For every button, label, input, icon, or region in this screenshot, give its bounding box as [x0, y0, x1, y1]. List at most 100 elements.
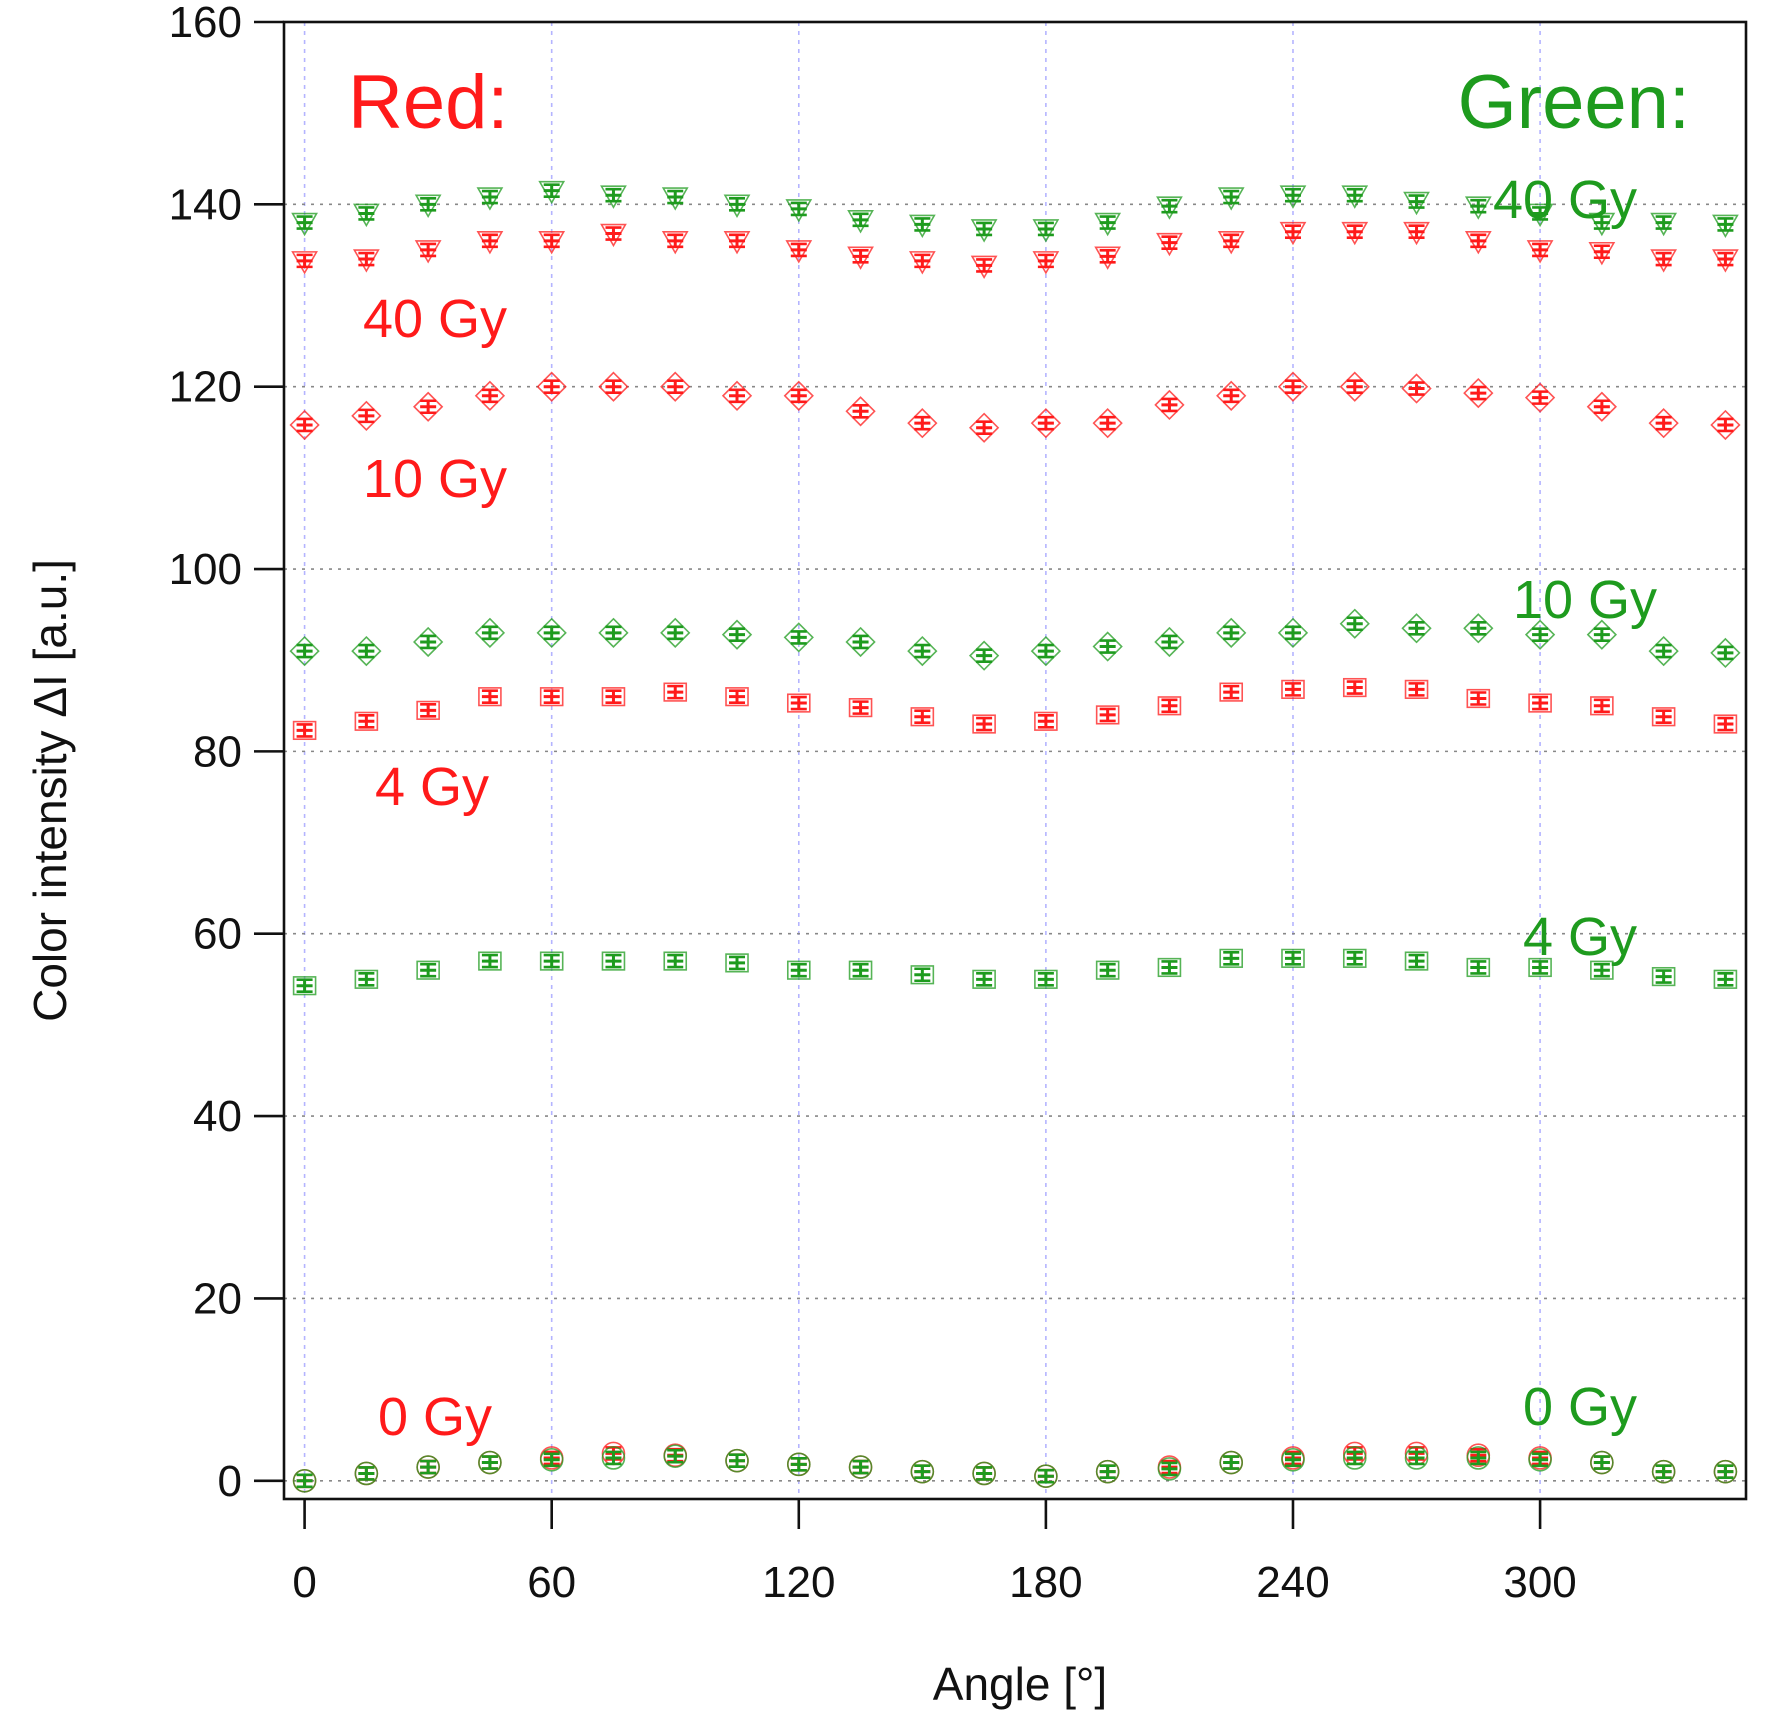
data-point-marker [601, 1446, 626, 1470]
data-point-marker [292, 720, 317, 741]
data-point [660, 371, 691, 402]
data-point [847, 210, 874, 234]
data-point [536, 371, 567, 402]
data-point-marker [416, 700, 440, 720]
data-point-marker [1342, 677, 1367, 698]
data-point [1586, 619, 1617, 650]
data-point [1464, 231, 1492, 255]
data-point [354, 711, 379, 731]
series-green-0-gy [292, 1444, 1738, 1493]
data-point [1094, 212, 1122, 237]
data-point [721, 619, 753, 650]
data-point [1217, 231, 1245, 255]
data-point [478, 951, 502, 971]
data-point-marker [1466, 957, 1491, 978]
data-point-marker [351, 635, 382, 667]
data-point-marker [1528, 1447, 1552, 1472]
data-point [783, 622, 814, 653]
data-point-marker [1157, 957, 1182, 978]
data-point [598, 371, 629, 402]
data-point [1032, 251, 1060, 275]
data-point-marker [786, 1452, 811, 1477]
data-point [1712, 249, 1739, 273]
data-point [1524, 619, 1556, 650]
x-axis-label: Angle [°] [933, 1658, 1107, 1710]
data-point [416, 700, 440, 720]
data-point [1651, 966, 1676, 987]
data-point [1216, 617, 1247, 648]
data-point [1219, 682, 1244, 702]
data-point [1279, 185, 1307, 209]
data-point-marker [1466, 1446, 1491, 1470]
data-point-marker [783, 380, 814, 411]
data-point [1586, 391, 1617, 422]
data-point [1466, 688, 1491, 709]
data-point [1528, 693, 1552, 713]
data-point-marker [1528, 693, 1552, 713]
data-point [1094, 246, 1122, 270]
series-red-4-gy [292, 677, 1738, 741]
data-point [968, 640, 1000, 671]
data-point-marker [1524, 382, 1556, 413]
series-red-0-gy [292, 1441, 1738, 1493]
data-point-marker [354, 969, 379, 989]
series-label-red-10-gy: 10 Gy [363, 449, 507, 509]
data-point [1157, 1457, 1182, 1481]
data-point [970, 219, 998, 243]
series-label-red-0-gy: 0 Gy [378, 1387, 492, 1447]
data-point [601, 951, 626, 971]
data-point-marker [1651, 707, 1676, 727]
data-point [848, 1455, 873, 1479]
data-point [1404, 679, 1429, 699]
data-point [1648, 408, 1679, 439]
data-point-marker [1404, 679, 1429, 699]
data-point-marker [972, 714, 996, 734]
data-point [352, 249, 380, 273]
data-point [1713, 1459, 1738, 1484]
data-point-marker [289, 409, 320, 441]
data-point [1650, 249, 1678, 273]
data-point [1464, 196, 1492, 220]
y-tick-label: 0 [218, 1457, 242, 1506]
data-point [539, 687, 564, 707]
data-point [663, 1444, 688, 1468]
data-point-marker [663, 951, 688, 971]
series-label-green-0-gy: 0 Gy [1523, 1377, 1637, 1437]
data-point [725, 953, 749, 973]
data-point [1401, 613, 1432, 644]
data-point [352, 203, 380, 228]
data-point-marker [1157, 1457, 1182, 1481]
data-point-marker [1219, 948, 1244, 968]
x-tick-label: 180 [1009, 1558, 1082, 1607]
data-point [600, 223, 627, 248]
data-point-marker [478, 951, 502, 971]
data-point [1032, 219, 1060, 243]
data-point-marker [907, 635, 938, 667]
data-point [848, 960, 873, 980]
data-point-marker [663, 682, 688, 702]
data-point-marker [1092, 631, 1123, 662]
data-point-marker [474, 617, 506, 648]
data-point-marker [539, 687, 564, 707]
data-point [478, 687, 502, 707]
data-point [1281, 679, 1305, 699]
data-point [1590, 960, 1614, 980]
data-point-marker [1463, 613, 1494, 644]
data-point [908, 214, 936, 239]
data-point-marker [539, 951, 564, 971]
data-point [539, 1447, 564, 1472]
data-point [1156, 232, 1183, 257]
data-point [1590, 1450, 1614, 1475]
data-point [600, 185, 627, 209]
data-point [663, 951, 688, 971]
data-point [1034, 1464, 1058, 1489]
data-point [723, 231, 751, 255]
data-point-marker [1342, 1446, 1367, 1470]
data-point [1463, 377, 1494, 409]
data-point-marker [1710, 409, 1741, 441]
data-point-marker [354, 1461, 379, 1486]
data-point-marker [1648, 635, 1679, 667]
data-point [351, 635, 382, 667]
data-point-marker [1713, 969, 1738, 989]
y-tick-label: 80 [193, 727, 242, 776]
